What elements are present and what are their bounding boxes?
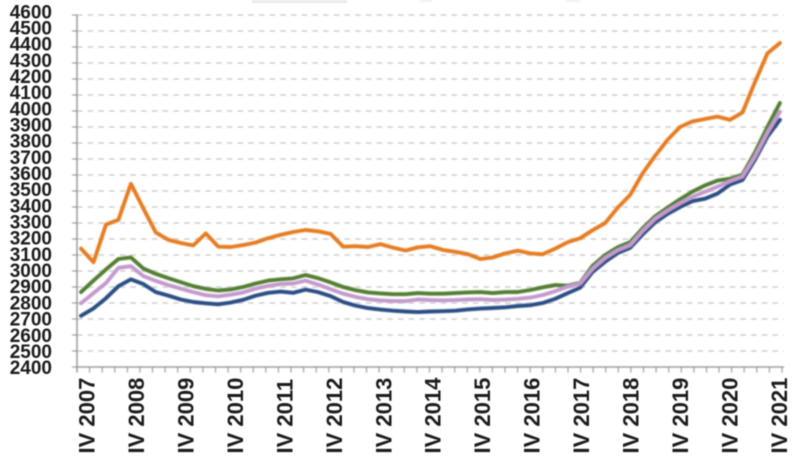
svg-text:2400: 2400 [10,358,52,379]
svg-text:4500: 4500 [10,19,52,40]
svg-text:4400: 4400 [10,35,52,56]
svg-text:4600: 4600 [10,2,52,23]
svg-text:3900: 3900 [10,116,52,137]
svg-text:2900: 2900 [10,277,52,298]
svg-text:IV 2010: IV 2010 [223,378,248,454]
svg-text:4300: 4300 [10,51,52,72]
svg-text:IV 2015: IV 2015 [470,378,495,454]
svg-text:3400: 3400 [10,196,52,217]
svg-text:IV 2013: IV 2013 [371,378,396,454]
svg-text:IV 2007: IV 2007 [75,378,100,454]
svg-text:IV 2009: IV 2009 [173,378,198,454]
svg-text:3600: 3600 [10,164,52,185]
svg-text:4200: 4200 [10,67,52,88]
svg-text:3700: 3700 [10,148,52,169]
svg-text:IV 2018: IV 2018 [619,378,644,454]
svg-text:IV 2017: IV 2017 [569,378,594,454]
svg-text:2700: 2700 [10,310,52,331]
svg-text:3100: 3100 [10,245,52,266]
svg-text:3200: 3200 [10,229,52,250]
svg-text:IV 2020: IV 2020 [718,378,743,454]
svg-text:IV 2016: IV 2016 [520,378,545,454]
svg-text:4100: 4100 [10,83,52,104]
svg-text:IV 2008: IV 2008 [124,378,149,454]
svg-text:IV 2021: IV 2021 [767,378,792,454]
svg-text:IV 2014: IV 2014 [421,377,446,454]
svg-text:IV 2012: IV 2012 [322,378,347,454]
svg-text:IV 2011: IV 2011 [272,379,297,454]
svg-text:2500: 2500 [10,342,52,363]
svg-text:2600: 2600 [10,326,52,347]
svg-text:3500: 3500 [10,180,52,201]
svg-text:3800: 3800 [10,132,52,153]
svg-text:3300: 3300 [10,213,52,234]
svg-text:IV 2019: IV 2019 [668,378,693,454]
svg-text:3000: 3000 [10,261,52,282]
svg-text:2800: 2800 [10,293,52,314]
svg-text:4000: 4000 [10,99,52,120]
